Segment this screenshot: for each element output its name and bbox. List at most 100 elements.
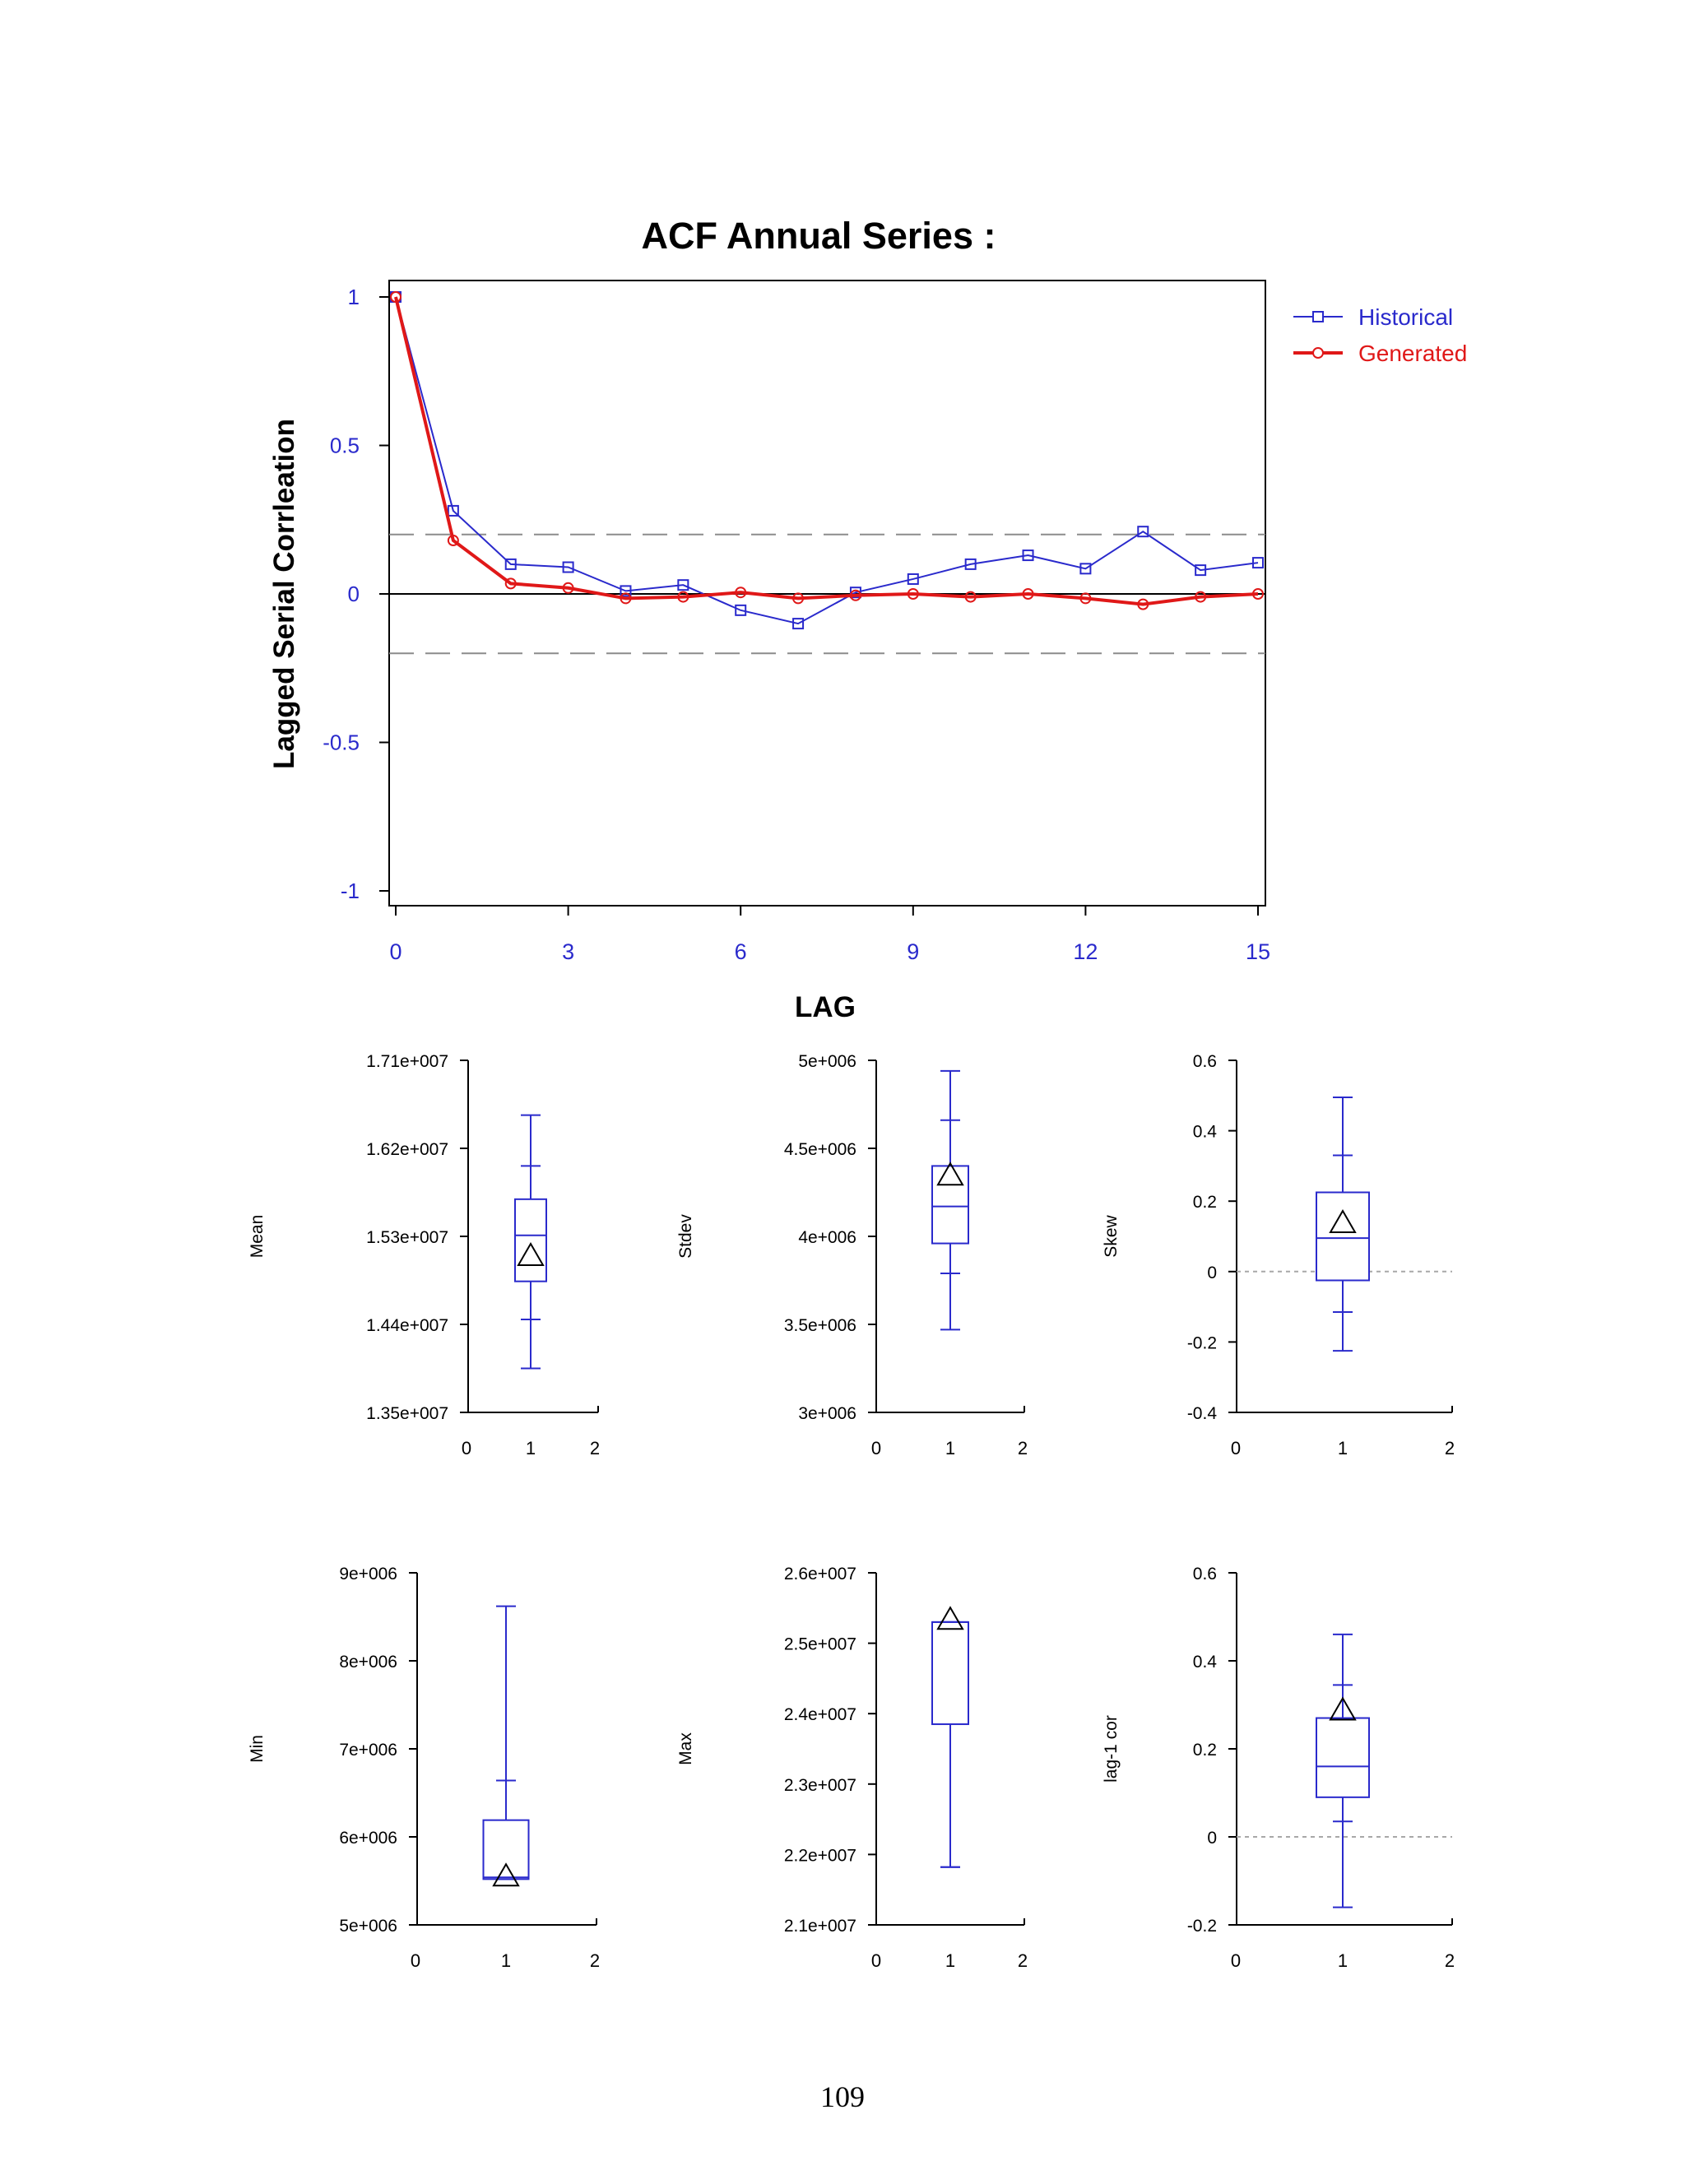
boxplot-x-tick-label: 0: [871, 1438, 881, 1458]
boxplot-box: [931, 1165, 969, 1245]
boxplot-x-tick-label: 1: [1338, 1438, 1348, 1458]
boxplot-stdev: 5e+006 4.5e+006 4e+006 3.5e+006 3e+006 0 1 2 Std…: [676, 1052, 1028, 1458]
boxplot-historical-marker: [492, 1862, 520, 1887]
boxplot-x-tick-label: 0: [1231, 1950, 1241, 1971]
boxplot-x-tick-label: 0: [462, 1438, 471, 1458]
boxplot-x-tick-label: 1: [501, 1950, 511, 1971]
acf-point-historical: [562, 561, 574, 573]
acf-point-generated: [1022, 588, 1034, 600]
acf-point-historical: [620, 585, 632, 597]
boxplot-x-tick-label: 0: [411, 1950, 420, 1971]
boxplot-y-tick-label: 0.6: [1193, 1565, 1217, 1584]
boxplot-x-tick-label: 1: [1338, 1950, 1348, 1971]
boxplot-y-tick-label: 0: [1207, 1264, 1217, 1282]
legend-label-historical: Historical: [1358, 304, 1453, 330]
boxplot-x-tick-label: 2: [590, 1438, 600, 1458]
acf-y-tick-label: 0: [348, 582, 360, 606]
boxplot-x-tick-label: 2: [1018, 1438, 1028, 1458]
boxplot-y-tick-label: 1.71e+007: [366, 1052, 448, 1071]
acf-y-axis-label: Lagged Serial Corrleation: [268, 419, 300, 769]
boxplot-y-tick-label: 2.5e+007: [784, 1635, 856, 1654]
acf-point-historical: [504, 558, 517, 570]
boxplot-y-tick-label: 2.4e+007: [784, 1705, 856, 1724]
boxplot-historical-marker: [517, 1241, 545, 1266]
boxplot-y-tick-label: 0.6: [1193, 1052, 1217, 1071]
acf-y-tick-label: -1: [341, 879, 360, 903]
acf-x-tick-label: 15: [1246, 939, 1270, 964]
acf-point-generated: [964, 591, 977, 603]
boxplot-y-axis-label: lag-1 cor: [1102, 1715, 1121, 1783]
boxplot-historical-marker: [1329, 1696, 1357, 1721]
acf-point-historical: [792, 618, 805, 630]
acf-title: ACF Annual Series :: [642, 215, 996, 257]
boxplot-x-tick-label: 2: [590, 1950, 600, 1971]
acf-series-line: [395, 296, 1259, 625]
acf-point-generated: [849, 589, 861, 601]
boxplot-y-tick-label: 1.35e+007: [366, 1404, 448, 1423]
boxplot-historical-marker: [936, 1162, 964, 1186]
acf-point-generated: [390, 291, 402, 303]
acf-x-tick-label: 0: [389, 939, 402, 964]
acf-point-historical: [849, 587, 861, 599]
boxplot-y-tick-label: 0: [1207, 1829, 1217, 1848]
acf-point-generated: [620, 592, 632, 605]
boxplot-y-tick-label: 3e+006: [798, 1404, 856, 1423]
acf-x-tick-label: 12: [1073, 939, 1098, 964]
boxplot-y-tick-label: 8e+006: [339, 1653, 397, 1672]
boxplot-y-tick-label: 9e+006: [339, 1565, 397, 1584]
boxplot-y-tick-label: 2.3e+007: [784, 1776, 856, 1795]
boxplot-x-tick-label: 2: [1445, 1950, 1455, 1971]
boxplot-x-tick-label: 2: [1445, 1438, 1455, 1458]
boxplot-box: [514, 1198, 547, 1282]
boxplot-y-axis-label: Mean: [248, 1215, 267, 1259]
boxplot-x-tick-label: 1: [945, 1950, 955, 1971]
boxplot-min: 9e+006 8e+006 7e+006 6e+006 5e+006 0 1 2 Min: [248, 1565, 600, 1971]
acf-point-generated: [1137, 598, 1149, 610]
acf-point-historical: [1252, 557, 1264, 569]
boxplot-mean: 1.71e+007 1.62e+007 1.53e+007 1.44e+007 1.35…: [248, 1052, 600, 1458]
boxplot-y-tick-label: 1.62e+007: [366, 1140, 448, 1159]
acf-point-generated: [735, 587, 747, 599]
boxplot-y-tick-label: 0.2: [1193, 1741, 1217, 1760]
boxplot-y-tick-label: 4e+006: [798, 1228, 856, 1247]
boxplot-y-tick-label: -0.4: [1187, 1404, 1218, 1423]
acf-point-generated: [907, 588, 919, 600]
boxplot-x-tick-label: 0: [871, 1950, 881, 1971]
boxplot-y-tick-label: 0.4: [1193, 1123, 1218, 1142]
boxplot-max: 2.6e+007 2.5e+007 2.4e+007 2.3e+007 2.2e+007…: [676, 1565, 1028, 1971]
boxplot-y-tick-label: 7e+006: [339, 1741, 397, 1760]
acf-x-tick-label: 6: [735, 939, 747, 964]
boxplot-y-tick-label: 6e+006: [339, 1829, 397, 1848]
boxplot-y-tick-label: -0.2: [1187, 1917, 1217, 1936]
boxplot-x-tick-label: 1: [526, 1438, 536, 1458]
acf-point-historical: [1195, 564, 1207, 577]
acf-point-historical: [447, 504, 459, 517]
boxplot-box: [1316, 1191, 1370, 1282]
acf-point-generated: [562, 582, 574, 594]
acf-chart: ACF Annual Series : 1 0.5 0 -0.5 -1 0 3 6 9 12 15 LA…: [268, 215, 1467, 1023]
acf-point-historical: [907, 573, 919, 585]
acf-point-historical: [1079, 563, 1092, 575]
boxplot-y-tick-label: 3.5e+006: [784, 1316, 856, 1335]
acf-point-generated: [1252, 588, 1264, 600]
acf-y-tick-label: 0.5: [330, 434, 360, 458]
acf-point-historical: [964, 558, 977, 570]
boxplot-y-tick-label: 2.1e+007: [784, 1917, 856, 1936]
boxplot-y-axis-label: Stdev: [676, 1214, 695, 1259]
acf-point-generated: [792, 592, 805, 605]
boxplot-x-tick-label: 0: [1231, 1438, 1241, 1458]
acf-point-generated: [447, 535, 459, 547]
acf-point-generated: [504, 577, 517, 590]
acf-point-generated: [1195, 591, 1207, 603]
acf-x-tick-label: 3: [562, 939, 574, 964]
boxplot-box: [482, 1819, 530, 1880]
boxplot-x-tick-label: 2: [1018, 1950, 1028, 1971]
boxplot-historical-marker: [936, 1606, 964, 1630]
acf-point-generated: [677, 591, 689, 603]
boxplot-box: [1316, 1717, 1370, 1798]
acf-point-historical: [735, 604, 747, 616]
boxplot-y-tick-label: 4.5e+006: [784, 1140, 856, 1159]
boxplot-y-tick-label: 2.2e+007: [784, 1846, 856, 1865]
